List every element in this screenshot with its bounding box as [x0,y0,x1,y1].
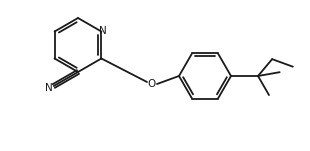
Text: O: O [148,79,156,89]
Text: N: N [99,26,106,35]
Text: N: N [45,83,53,93]
